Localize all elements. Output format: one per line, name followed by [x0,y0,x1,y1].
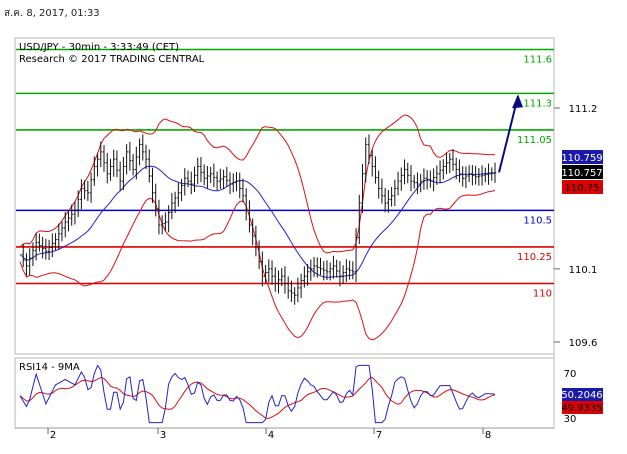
level-label: 111.05 [517,135,552,146]
moving-average [19,165,496,278]
rsi-tag-label: 50.2046 [561,390,602,401]
upper-band [19,114,496,254]
x-tick-label: 2 [50,430,56,441]
rsi-tag-label: 49.9335 [561,403,602,414]
rsi-tag [562,401,603,414]
chart-subtitle: Research © 2017 TRADING CENTRAL [19,54,205,65]
projection-arrowhead [512,94,523,109]
y-tick-label: 110.1 [569,265,598,276]
x-tick-label: 7 [376,430,382,441]
price-tag-label: 110.759 [561,153,602,164]
price-tag-label: 110.757 [561,168,602,179]
level-label: 111.6 [523,55,552,66]
rsi-panel [14,357,555,429]
y-tick-label: 111.2 [569,104,598,115]
price-tag-label: 110.75 [565,183,600,194]
rsi-ma-line [19,376,496,419]
level-label: 110 [533,289,552,300]
rsi-title: RSI14 - 9MA [19,362,80,373]
rsi-tag [562,388,603,401]
price-tag [562,150,603,164]
x-tick-label: 4 [268,430,274,441]
projection-arrow [498,96,519,173]
chart-title: USD/JPY - 30min - 3:33:49 (CET) [19,42,179,53]
level-label: 111.3 [523,98,552,109]
rsi-tick-label: 30 [564,414,577,425]
lower-band [19,190,496,341]
price-tag [562,165,603,179]
price-tag [562,180,603,194]
rsi-line [19,364,496,424]
level-label: 110.25 [517,252,552,263]
price-panel [14,37,555,355]
timestamp: ส.ค. 8, 2017, 01:33 [4,8,100,19]
x-tick-label: 8 [485,430,491,441]
level-label: 110.5 [523,215,552,226]
y-tick-label: 109.6 [569,338,598,349]
x-tick-label: 3 [160,430,166,441]
rsi-tick-label: 70 [564,369,577,380]
